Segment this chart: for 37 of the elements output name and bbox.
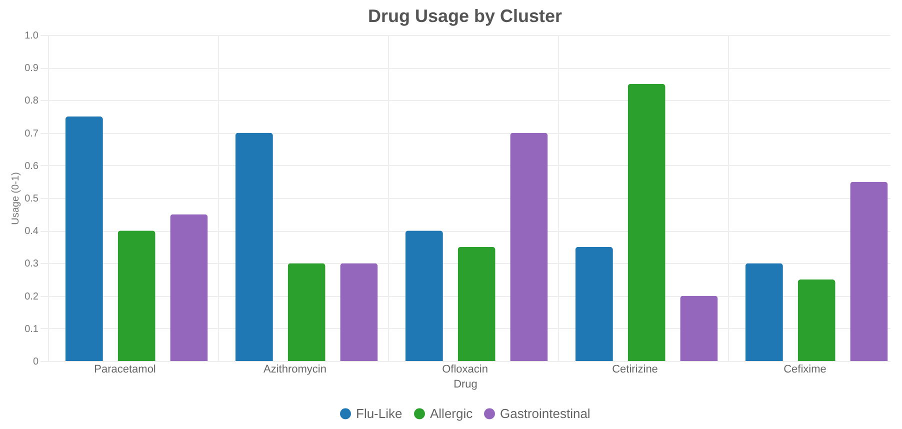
y-tick-label: 0.1: [24, 324, 39, 335]
x-tick-label: Cetirizine: [612, 364, 658, 376]
legend-label: Allergic: [430, 406, 474, 421]
chart-title: Drug Usage by Cluster: [368, 6, 562, 26]
y-tick-label: 0.6: [24, 160, 39, 172]
bar: [118, 230, 156, 361]
y-tick-label: 0.7: [24, 128, 39, 140]
bar: [235, 132, 273, 361]
bar: [458, 246, 496, 361]
y-tick-label: 1.0: [24, 30, 39, 42]
bar: [65, 116, 103, 361]
bar: [405, 230, 443, 361]
x-tick-label: Paracetamol: [94, 364, 156, 376]
bar: [745, 263, 783, 361]
y-tick-label: 0.9: [24, 63, 39, 74]
bar: [340, 263, 378, 361]
y-tick-label: 0.5: [24, 194, 39, 204]
y-tick-label: 0.4: [24, 226, 39, 238]
y-tick-label: 0.3: [24, 258, 39, 270]
y-tick-label: 0.2: [24, 291, 39, 302]
x-tick-label: Cefixime: [784, 364, 826, 376]
bar: [850, 182, 888, 361]
y-tick-label: 0.8: [24, 96, 39, 107]
bar: [798, 280, 836, 361]
bar: [575, 246, 613, 361]
bar: [628, 84, 666, 361]
y-tick-label: 0: [32, 356, 39, 368]
bar: [288, 263, 326, 361]
bar: [170, 214, 208, 361]
y-axis-title: Usage (0-1): [10, 172, 22, 225]
bar: [510, 132, 548, 361]
bar: [680, 296, 718, 361]
x-axis-title: Drug: [454, 378, 478, 390]
legend-label: Gastrointestinal: [500, 406, 590, 421]
legend-label: Flu-Like: [356, 406, 402, 421]
x-tick-label: Azithromycin: [264, 364, 326, 376]
x-tick-label: Ofloxacin: [442, 364, 488, 376]
